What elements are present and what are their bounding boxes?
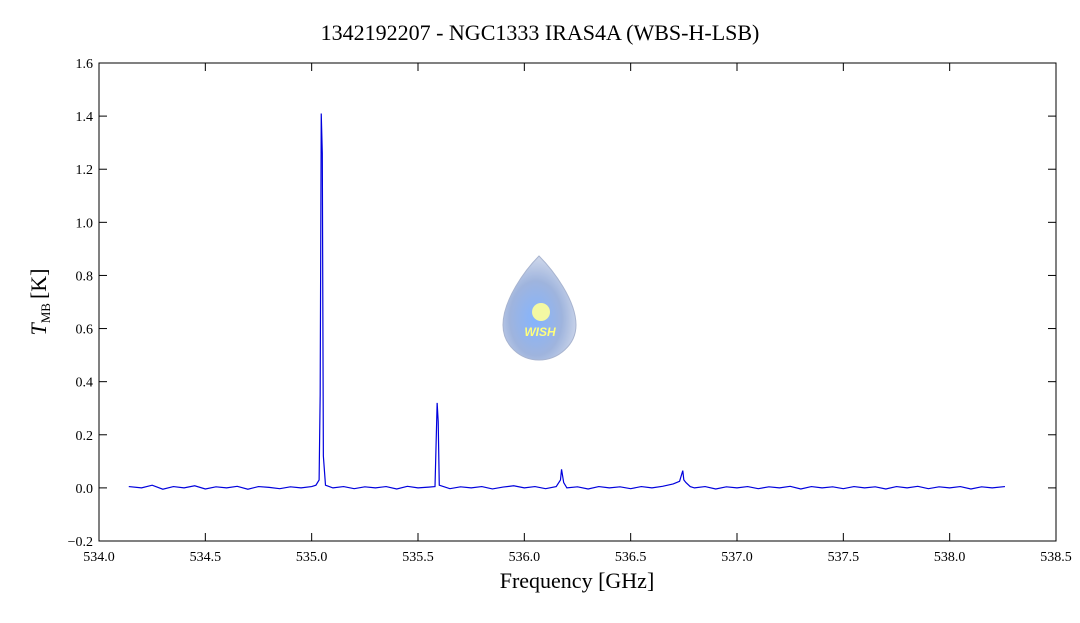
plot-frame [98,62,1057,542]
y-tick-label: 0.6 [76,323,94,338]
x-tick-label: 534.5 [190,550,222,565]
chart-title: 1342192207 - NGC1333 IRAS4A (WBS-H-LSB) [321,20,760,45]
x-tick-label: 537.5 [828,550,860,565]
spectrum-line [128,113,1006,490]
x-axis-title: Frequency [GHz] [500,568,655,593]
y-axis-title-sub: MB [38,303,53,324]
y-axis-title-main: T [26,322,51,336]
logo: WISH [502,255,577,361]
x-tick-label: 536.5 [615,550,647,565]
x-tick-label: 535.0 [296,550,328,565]
y-tick-label: 1.4 [76,110,94,125]
x-tick-label: 536.0 [509,550,541,565]
y-tick-label: 1.0 [76,216,94,231]
y-tick-label: 1.6 [76,57,94,72]
x-tick-label: 538.0 [934,550,966,565]
y-tick-label: −0.2 [68,535,93,550]
x-tick-label: 537.0 [721,550,753,565]
y-tick-label: 1.2 [76,163,94,178]
x-tick-label: 538.5 [1040,550,1072,565]
y-tick-label: 0.2 [76,429,94,444]
y-tick-label: 0.4 [76,376,94,391]
logo-text: WISH [524,325,556,339]
x-tick-label: 535.5 [402,550,434,565]
y-tick-label: 0.8 [76,269,94,284]
y-axis-title: TMB [K] [26,268,53,335]
y-axis-title-unit: [K] [26,268,51,299]
x-tick-label: 534.0 [83,550,115,565]
y-tick-label: 0.0 [76,482,94,497]
